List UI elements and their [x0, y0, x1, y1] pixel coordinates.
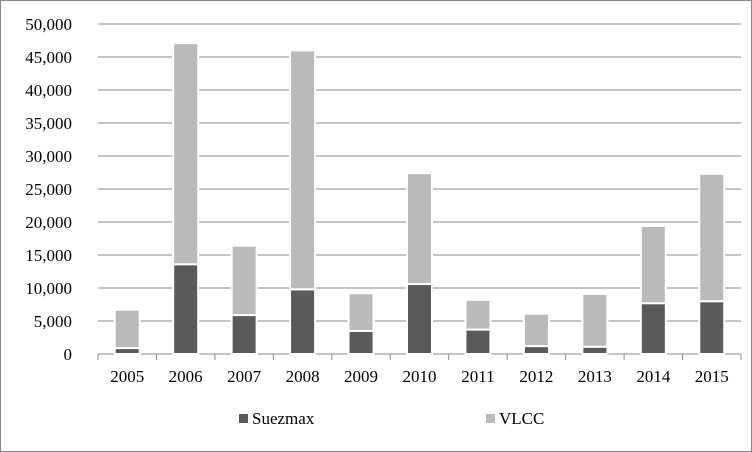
bar-suezmax-2010	[406, 283, 433, 356]
legend-label-vlcc: VLCC	[499, 409, 544, 428]
bar-suezmax-2011	[464, 328, 492, 355]
bar-suezmax-2015	[698, 300, 726, 356]
bar-vlcc-2012	[522, 312, 550, 348]
bar-vlcc-2013	[581, 292, 609, 348]
y-tick-label: 50,000	[25, 15, 72, 34]
bar-vlcc-2014	[639, 224, 667, 305]
x-tick-label: 2013	[578, 367, 612, 386]
y-tick-label: 25,000	[25, 180, 72, 199]
bar-suezmax-2006	[172, 263, 200, 355]
bar-vlcc-2011	[464, 298, 492, 331]
bar-suezmax-2012	[522, 345, 550, 355]
x-tick-label: 2009	[344, 367, 378, 386]
x-tick-label: 2008	[286, 367, 320, 386]
bar-vlcc-2008	[289, 49, 317, 291]
bar-vlcc-2010	[406, 172, 433, 286]
bar-suezmax-2008	[289, 288, 317, 356]
bar-vlcc-2009	[347, 292, 375, 332]
y-tick-label: 40,000	[25, 81, 72, 100]
bar-suezmax-2014	[639, 302, 667, 355]
legend-swatch-vlcc	[486, 414, 495, 423]
y-tick-label: 5,000	[34, 312, 72, 331]
y-tick-label: 30,000	[25, 147, 72, 166]
y-tick-label: 35,000	[25, 114, 72, 133]
x-tick-label: 2006	[169, 367, 203, 386]
legend-swatch-suezmax	[239, 414, 248, 423]
x-tick-label: 2007	[227, 367, 262, 386]
x-tick-label: 2015	[695, 367, 729, 386]
bar-suezmax-2007	[230, 314, 258, 355]
y-tick-label: 10,000	[25, 279, 72, 298]
x-tick-label: 2012	[519, 367, 553, 386]
bar-vlcc-2015	[698, 172, 726, 303]
y-tick-label: 20,000	[25, 213, 72, 232]
bar-suezmax-2009	[347, 329, 375, 355]
x-tick-label: 2014	[636, 367, 671, 386]
x-tick-label: 2011	[461, 367, 494, 386]
y-tick-label: 0	[64, 345, 73, 364]
legend-label-suezmax: Suezmax	[252, 409, 315, 428]
x-tick-label: 2005	[110, 367, 144, 386]
y-tick-label: 45,000	[25, 48, 72, 67]
x-tick-label: 2010	[403, 367, 437, 386]
bar-suezmax-2013	[581, 345, 609, 355]
bar-vlcc-2006	[172, 42, 200, 266]
bar-vlcc-2005	[113, 308, 141, 350]
bar-vlcc-2007	[230, 244, 258, 317]
y-tick-label: 15,000	[25, 246, 72, 265]
